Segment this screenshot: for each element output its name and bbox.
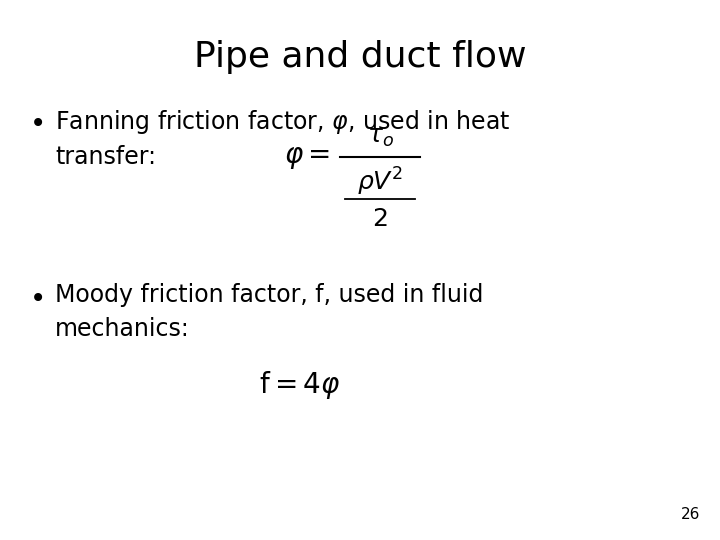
Text: $\varphi =$: $\varphi =$ — [284, 143, 330, 171]
Text: $\tau_o$: $\tau_o$ — [366, 125, 393, 149]
Text: •: • — [30, 285, 46, 313]
Text: Fanning friction factor, $\varphi$, used in heat
transfer:: Fanning friction factor, $\varphi$, used… — [55, 108, 510, 170]
Text: Moody friction factor, f, used in fluid
mechanics:: Moody friction factor, f, used in fluid … — [55, 283, 483, 341]
Text: 26: 26 — [680, 507, 700, 522]
Text: Pipe and duct flow: Pipe and duct flow — [194, 40, 526, 74]
Text: •: • — [30, 110, 46, 138]
Text: $\mathrm{f} = 4\varphi$: $\mathrm{f} = 4\varphi$ — [259, 369, 341, 401]
Text: $\rho V^2$: $\rho V^2$ — [357, 166, 403, 198]
Text: $2$: $2$ — [372, 207, 388, 231]
